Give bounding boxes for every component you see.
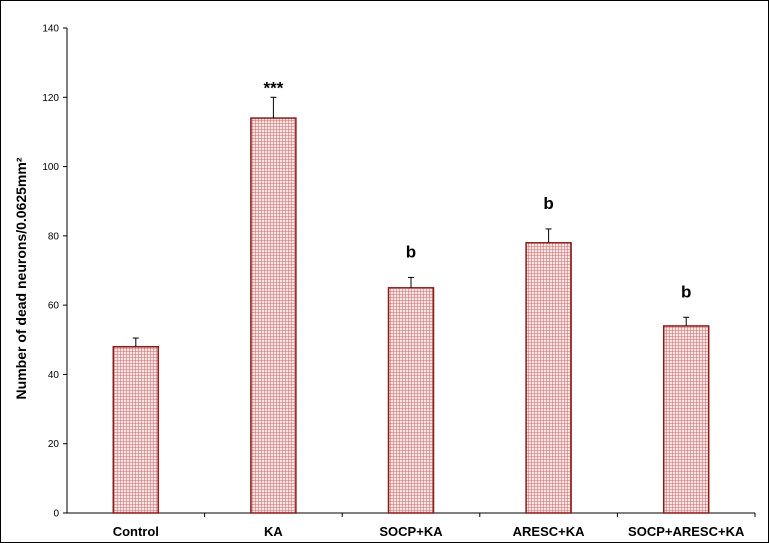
significance-label: b	[543, 194, 553, 213]
x-tick-label: SOCP+ARESC+KA	[628, 524, 745, 539]
y-tick-label: 60	[48, 301, 60, 312]
bar-aresc-ka	[525, 242, 572, 514]
y-tick-label: 120	[42, 93, 59, 104]
labels-group: Control *** KA b SOCP+KA b ARESC+KA b SOCP+ARESC…	[113, 78, 745, 539]
y-axis-title: Number of dead neurons/0.0625mm²	[13, 157, 29, 399]
y-tick-label: 140	[42, 24, 59, 35]
x-tick-label: KA	[264, 524, 283, 539]
significance-label: b	[681, 282, 691, 301]
y-tick-label: 20	[48, 439, 60, 450]
x-tick-label: SOCP+KA	[379, 524, 443, 539]
bar-socp-ka	[387, 287, 435, 514]
y-tick-label: 80	[48, 231, 60, 242]
y-tick-label: 100	[42, 162, 59, 173]
bars-group	[112, 96, 710, 514]
axes: 0 20 40 60 80 100 120 140	[42, 24, 756, 520]
x-tick-label: ARESC+KA	[513, 524, 585, 539]
significance-label: b	[406, 242, 416, 261]
x-tick-label: Control	[113, 524, 159, 539]
bar-ka	[250, 117, 297, 514]
significance-label: ***	[263, 78, 283, 97]
y-tick-label: 40	[48, 370, 60, 381]
bar-control	[112, 345, 160, 514]
bar-socp-aresc-ka	[662, 325, 710, 514]
y-tick-label: 0	[53, 509, 59, 520]
